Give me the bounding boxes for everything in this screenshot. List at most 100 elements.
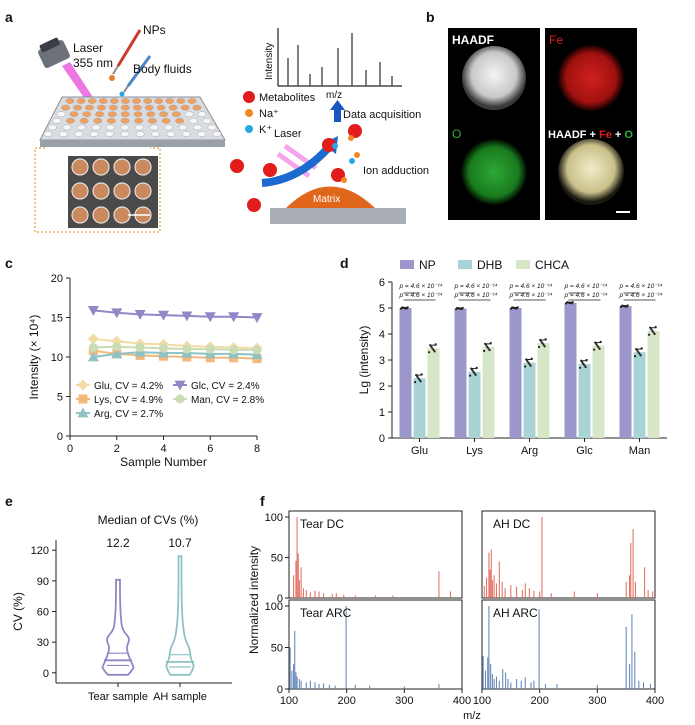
e-violin <box>101 578 135 676</box>
e-y-tick-label: 90 <box>37 576 49 588</box>
c-data-point <box>205 344 215 354</box>
plate-well <box>165 98 175 104</box>
c-x-tick-label: 4 <box>160 443 166 455</box>
ms-intensity-axis-label: Intensity <box>264 43 275 80</box>
zoom-well <box>113 182 131 200</box>
plate-well <box>77 124 86 131</box>
c-data-point <box>87 333 99 345</box>
c-x-axis-label: Sample Number <box>120 455 207 469</box>
c-x-tick-label: 6 <box>207 443 213 455</box>
c-legend-label: Glu, CV = 4.2% <box>94 381 163 392</box>
plate-well <box>120 131 130 137</box>
d-replicate-dot <box>471 369 474 372</box>
plate-well <box>161 118 171 124</box>
c-data-point <box>204 312 216 323</box>
f-x-tick-label: 300 <box>395 695 413 707</box>
plate-well <box>89 131 99 137</box>
d-replicate-dot <box>583 364 586 367</box>
panel-b: b HAADF Fe O HAADF + Fe + O <box>426 9 637 220</box>
c-series-line <box>93 309 258 319</box>
c-legend-marker <box>175 394 185 404</box>
e-category-label: Tear sample <box>88 691 148 703</box>
d-replicate-dot <box>653 332 656 336</box>
c-y-tick-label: 10 <box>51 352 63 364</box>
panel-c: c 0 5 10 15 20 0 2 4 6 8 Sample Number Intensity (×… <box>5 255 264 469</box>
c-data-point <box>88 343 98 353</box>
d-legend-label: NP <box>419 258 436 272</box>
c-data-point <box>135 343 145 353</box>
d-y-axis-label: Lg (intensity) <box>357 326 371 395</box>
d-replicate-dot <box>636 349 639 352</box>
panel-label-c: c <box>5 255 13 271</box>
plate-well <box>149 124 159 131</box>
sample-plate <box>39 96 226 147</box>
f-y-tick-label: 0 <box>277 593 283 605</box>
d-replicate-dot <box>579 366 582 369</box>
d-replicate-dot <box>472 370 475 373</box>
zoom-well <box>71 158 89 176</box>
c-data-point <box>228 312 240 323</box>
matrix-substrate <box>270 208 406 224</box>
plate-well <box>132 98 141 104</box>
e-y-tick-label: 120 <box>31 545 49 557</box>
plate-well <box>120 118 130 124</box>
e-title: Median of CVs (%) <box>98 513 199 527</box>
d-y-tick-label: 0 <box>379 433 385 445</box>
c-data-point <box>251 313 263 323</box>
metabolite-ions <box>230 124 362 212</box>
plate-well <box>176 98 186 104</box>
plate-well <box>65 98 75 104</box>
data-acquisition-arrow-icon <box>330 100 345 122</box>
plate-well <box>109 98 119 104</box>
legend-k: K⁺ <box>259 124 272 136</box>
f-plot-frame <box>481 599 656 690</box>
pipette-body-fluids-icon <box>119 55 152 97</box>
plate-well <box>146 111 156 117</box>
c-series-line <box>93 351 258 358</box>
d-bar <box>592 345 605 438</box>
d-bar <box>537 343 550 438</box>
d-replicate-dot <box>639 354 642 357</box>
plate-well <box>105 131 114 137</box>
f-panel-title: Tear ARC <box>300 606 352 620</box>
d-bar <box>578 363 591 438</box>
d-y-tick-label: 4 <box>379 329 385 341</box>
plate-well <box>93 118 103 124</box>
c-y-tick-label: 5 <box>57 392 63 404</box>
c-legend-marker <box>78 394 88 404</box>
panel-label-d: d <box>340 255 349 271</box>
c-legend-label: Lys, CV = 4.9% <box>94 395 163 406</box>
d-replicate-dot <box>542 343 545 346</box>
o-label: O <box>452 127 461 141</box>
d-replicate-dot <box>486 345 489 349</box>
panel-a: a Laser 355 nm NPs Body fluids <box>5 9 429 233</box>
plate-well <box>192 104 202 111</box>
f-x-tick-label: 100 <box>280 695 298 707</box>
d-replicate-dot <box>527 361 530 364</box>
d-replicate-dot <box>524 365 527 368</box>
c-y-tick-label: 0 <box>57 431 63 443</box>
d-replicate-dot <box>433 350 436 353</box>
plate-well <box>134 118 144 124</box>
e-y-tick-label: 60 <box>37 607 49 619</box>
plate-well <box>144 104 154 111</box>
d-replicate-dot <box>428 351 431 354</box>
f-y-tick-label: 50 <box>271 553 283 565</box>
d-y-tick-label: 6 <box>379 277 385 289</box>
plate-well <box>202 118 212 124</box>
laser-nm-label: 355 nm <box>73 56 113 70</box>
d-p-value: p = 4.6 × 10⁻¹⁴ <box>399 292 443 299</box>
d-replicate-dot <box>487 347 490 350</box>
zoom-well <box>113 158 131 176</box>
c-y-tick-label: 15 <box>51 313 63 325</box>
panel-f: f Tear DC 0 50 100 AH DC Tear ARC 0 50 100 100 200… <box>247 493 664 722</box>
c-y-tick-label: 20 <box>51 273 63 285</box>
plate-well <box>151 131 160 137</box>
d-bar <box>482 347 495 438</box>
c-data-point <box>111 348 123 359</box>
c-data-point <box>182 344 192 354</box>
plate-well <box>108 111 117 117</box>
d-replicate-dot <box>414 381 417 384</box>
d-category-label: Glu <box>411 445 428 457</box>
zoom-well <box>92 206 110 224</box>
